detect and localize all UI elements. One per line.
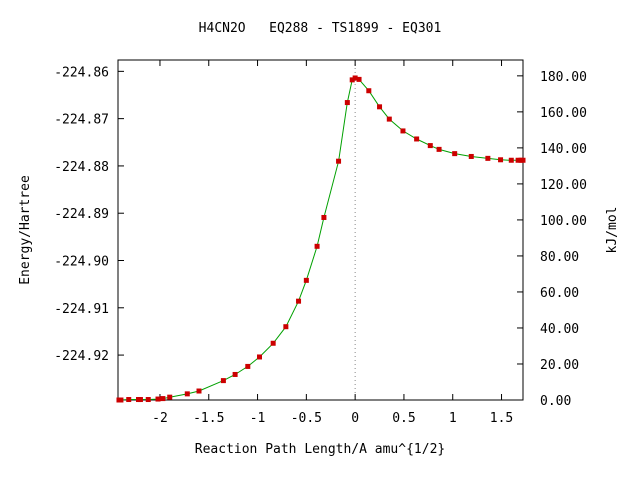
y-tick-label: -224.88: [54, 160, 109, 175]
y-tick-label: -224.90: [54, 255, 109, 270]
chart-title: H4CN2O EQ288 - TS1899 - EQ301: [199, 21, 442, 36]
y-tick-label: -224.87: [54, 113, 109, 128]
y2-tick-label: 140.00: [540, 142, 587, 157]
plot-area: [117, 59, 524, 401]
series-line: [119, 77, 523, 401]
data-point: [427, 143, 433, 149]
x-tick-label: 0: [351, 411, 359, 426]
data-point: [485, 155, 491, 161]
y2-tick-label: 100.00: [540, 214, 587, 229]
x-axis: -2 -1.5 -1 -0.5 0 0.5 1 1.5: [152, 60, 513, 426]
data-point: [145, 397, 151, 403]
data-point: [321, 214, 327, 220]
data-point: [160, 396, 166, 402]
data-point: [515, 157, 521, 163]
data-point: [245, 363, 251, 369]
data-point: [508, 157, 514, 163]
y2-tick-label: 20.00: [540, 358, 579, 373]
data-point: [377, 104, 383, 110]
y-axis-right: 0.00 20.00 40.00 60.00 80.00 100.00 120.00 140.…: [517, 70, 587, 409]
y2-tick-label: 160.00: [540, 106, 587, 121]
y2-tick-label: 0.00: [540, 394, 571, 409]
data-point: [400, 128, 406, 134]
data-point: [386, 116, 392, 122]
data-point: [118, 397, 124, 403]
data-point: [436, 146, 442, 152]
data-point: [296, 298, 302, 304]
data-point: [283, 324, 289, 330]
data-point: [167, 394, 173, 400]
data-point: [270, 340, 276, 346]
data-point: [303, 277, 309, 283]
data-point: [520, 157, 526, 163]
y2-axis-label: kJ/mol: [605, 207, 620, 254]
x-tick-label: -2: [152, 411, 168, 426]
data-point: [314, 243, 320, 249]
energy-curve: [119, 77, 523, 401]
y2-tick-label: 40.00: [540, 322, 579, 337]
data-point: [196, 388, 202, 394]
y-tick-label: -224.89: [54, 207, 109, 222]
y-tick-label: -224.91: [54, 302, 109, 317]
x-tick-label: 1.5: [490, 411, 513, 426]
data-point: [414, 136, 420, 142]
data-point: [126, 397, 132, 403]
y2-tick-label: 180.00: [540, 70, 587, 85]
data-point: [452, 151, 458, 157]
x-tick-label: -1: [250, 411, 266, 426]
data-point: [232, 371, 238, 377]
data-point: [155, 396, 161, 402]
y2-tick-label: 80.00: [540, 250, 579, 265]
data-point: [220, 378, 226, 384]
data-point: [498, 157, 504, 163]
x-axis-label: Reaction Path Length/A amu^{1/2}: [195, 442, 445, 457]
data-point: [468, 153, 474, 159]
data-point: [257, 354, 263, 360]
x-tick-label: -0.5: [291, 411, 322, 426]
y-tick-label: -224.92: [54, 349, 109, 364]
data-point: [336, 158, 342, 164]
y2-tick-label: 120.00: [540, 178, 587, 193]
x-tick-label: 0.5: [392, 411, 415, 426]
data-points: [116, 75, 526, 403]
x-tick-label: 1: [449, 411, 457, 426]
y-tick-label: -224.86: [54, 65, 109, 80]
data-point: [137, 397, 143, 403]
data-point: [184, 391, 190, 397]
x-tick-label: -1.5: [193, 411, 224, 426]
data-point: [352, 75, 358, 81]
y-axis-left: -224.86 -224.87 -224.88 -224.89 -224.90 -224.…: [54, 65, 124, 364]
data-point: [356, 76, 362, 82]
data-point: [344, 100, 350, 106]
data-point: [366, 88, 372, 94]
y-axis-label: Energy/Hartree: [18, 175, 33, 285]
data-point: [349, 77, 355, 83]
y2-tick-label: 60.00: [540, 286, 579, 301]
